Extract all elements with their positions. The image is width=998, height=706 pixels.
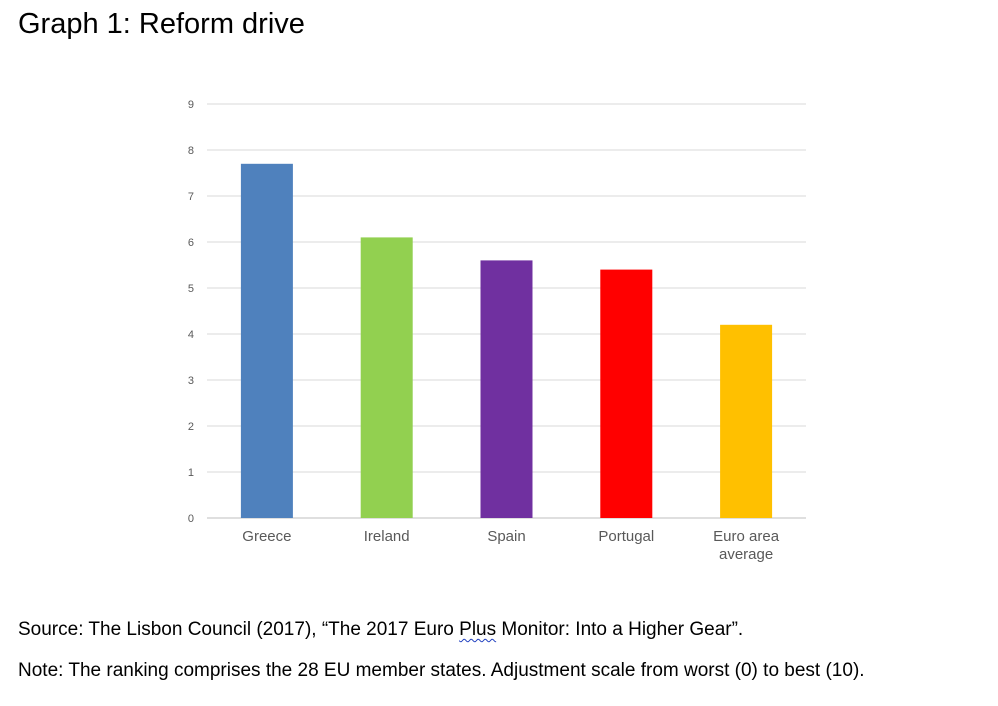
y-tick-label: 9 (188, 99, 194, 111)
bar (720, 324, 773, 518)
x-tick-label: Greece (242, 528, 291, 545)
y-tick-label: 4 (188, 329, 194, 341)
y-tick-label: 2 (188, 421, 194, 433)
y-tick-label: 6 (188, 237, 194, 249)
y-axis-ticks: 0 1 2 3 4 5 6 7 8 9 (188, 99, 194, 525)
bar (240, 163, 293, 519)
bar (360, 237, 413, 518)
bar-chart: 0 1 2 3 4 5 6 7 8 9 Greece Ireland Spain Portugal Eur… (188, 99, 806, 563)
y-tick-label: 0 (188, 513, 194, 525)
bar (600, 269, 653, 518)
source-suffix: Monitor: Into a Higher Gear”. (496, 619, 744, 640)
x-tick-label: Portugal (598, 528, 654, 545)
x-tick-label: Euro area (713, 528, 780, 545)
y-tick-label: 5 (188, 283, 194, 295)
y-tick-label: 8 (188, 145, 194, 157)
source-prefix: Source: The Lisbon Council (2017), “The … (18, 619, 460, 640)
note-text: Note: The ranking comprises the 28 EU me… (18, 660, 865, 681)
bar (480, 260, 533, 518)
spellcheck-flagged-word: Plus (459, 619, 497, 640)
x-tick-label: Spain (487, 528, 525, 545)
bars (240, 163, 773, 519)
y-tick-label: 3 (188, 375, 194, 387)
y-tick-label: 7 (188, 191, 194, 203)
source-text: Source: The Lisbon Council (2017), “The … (18, 619, 743, 641)
x-tick-label: average (719, 546, 773, 563)
x-tick-label: Ireland (364, 528, 410, 545)
chart-title: Graph 1: Reform drive (18, 8, 305, 40)
x-axis-labels: Greece Ireland Spain Portugal Euro areaavera… (242, 528, 779, 563)
y-tick-label: 1 (188, 467, 194, 479)
